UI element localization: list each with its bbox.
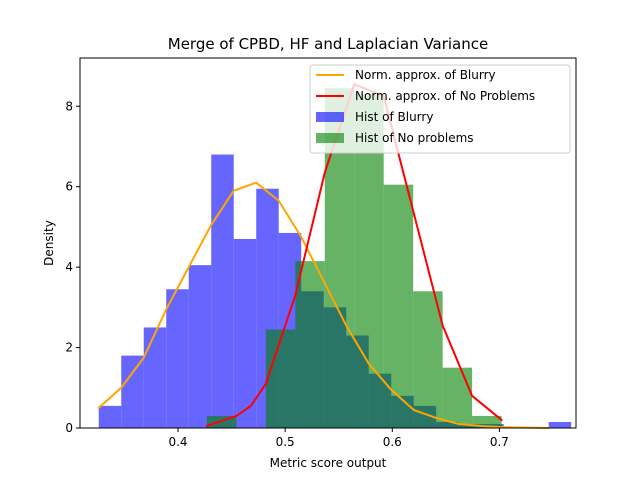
hist-bar-no-problems [413,291,443,428]
legend-label: Norm. approx. of Blurry [355,68,496,82]
hist-bar-blurry [143,327,167,428]
chart-title: Merge of CPBD, HF and Laplacian Variance [168,35,489,53]
hist-bar-blurry [166,289,189,428]
legend: Norm. approx. of Blurry Norm. approx. of … [309,64,571,154]
legend-entries: Norm. approx. of Blurry Norm. approx. of … [316,68,535,145]
x-tick-label: 0.6 [383,435,402,449]
y-tick-label: 0 [65,421,73,435]
line-series-blurry [97,181,550,429]
y-axis-label: Density [42,220,56,266]
hist-bar-no-problems [295,261,325,428]
x-axis-label: Metric score output [270,456,387,470]
hist-bar-no-problems [265,329,296,428]
legend-label: Hist of Blurry [355,110,433,124]
x-axis-ticks: 0.4 0.5 0.6 0.7 [168,428,509,449]
y-tick-label: 6 [65,180,73,194]
x-tick-label: 0.5 [276,435,295,449]
hist-bar-no-problems [383,184,414,428]
plot-frame [79,57,577,429]
hist-bar-blurry [211,154,234,429]
hist-bar-no-problems [442,367,473,428]
hist-bar-blurry [121,355,144,428]
legend-patch-swatch [316,133,344,143]
legend-patch-swatch [316,112,344,122]
y-tick-label: 4 [65,260,73,274]
hist-bar-blurry [233,238,257,428]
y-tick-label: 2 [65,341,73,355]
x-tick-label: 0.4 [168,435,187,449]
y-axis-ticks: 0 2 4 6 8 [65,99,80,435]
legend-box [309,64,571,154]
legend-label: Norm. approx. of No Problems [355,89,535,103]
legend-label: Hist of No problems [355,131,474,145]
hist-bar-blurry [98,405,122,428]
hist-bar-blurry [188,265,212,428]
hist-bar-blurry [548,421,572,428]
y-tick-label: 8 [65,99,73,113]
x-tick-label: 0.7 [490,435,509,449]
